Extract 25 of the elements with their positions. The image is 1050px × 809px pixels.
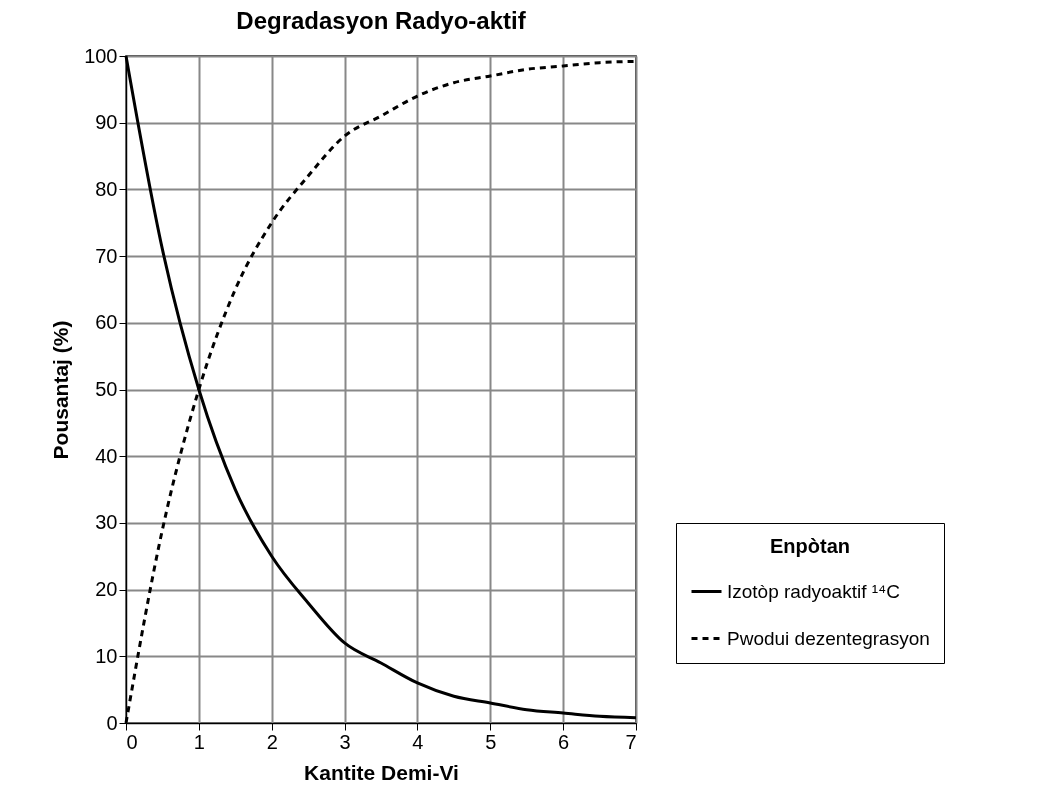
y-tick-label: 30 — [95, 511, 118, 534]
y-tick-label: 60 — [95, 311, 118, 334]
x-tick-label: 1 — [193, 730, 205, 753]
x-tick-label: 6 — [558, 730, 570, 753]
y-tick-label: 20 — [95, 578, 118, 601]
x-tick-label: 3 — [339, 730, 351, 753]
legend-label: Izotòp radyoaktif ¹⁴C — [727, 580, 900, 602]
x-tick-label: 0 — [126, 730, 138, 753]
legend-label: Pwodui dezentegrasyon — [727, 627, 930, 649]
y-tick-label: 100 — [84, 44, 118, 67]
y-tick-label: 70 — [95, 244, 118, 267]
legend-title: Enpòtan — [770, 535, 850, 557]
chart-title: Degradasyon Radyo-aktif — [236, 7, 527, 34]
x-axis-title: Kantite Demi-Vi — [304, 760, 459, 784]
y-tick-label: 80 — [95, 177, 118, 200]
y-tick-label: 50 — [95, 378, 118, 400]
y-tick-label: 90 — [95, 111, 118, 134]
y-tick-label: 10 — [95, 644, 118, 667]
y-axis-title: Pousantaj (%) — [49, 320, 73, 460]
y-tick-label: 0 — [106, 711, 118, 734]
x-tick-label: 5 — [485, 730, 497, 753]
x-tick-label: 7 — [625, 730, 637, 753]
y-tick-label: 40 — [95, 444, 118, 467]
x-tick-label: 4 — [412, 730, 424, 753]
x-tick-label: 2 — [266, 730, 278, 753]
